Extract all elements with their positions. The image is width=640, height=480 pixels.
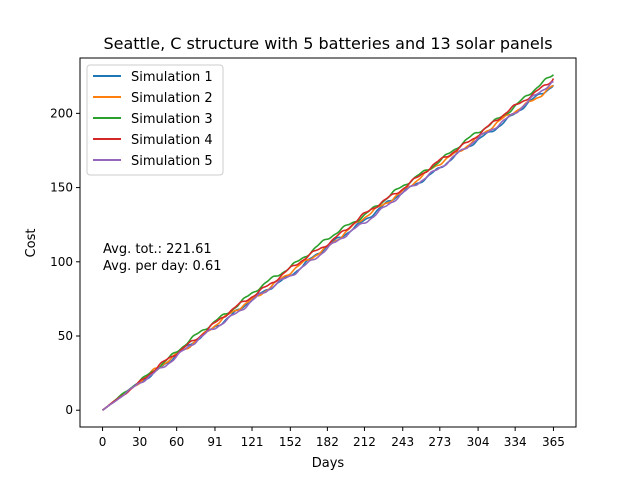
x-tick-label: 121 bbox=[241, 435, 264, 449]
annotation-avg-total: Avg. tot.: 221.61 bbox=[103, 242, 212, 257]
legend-label-4: Simulation 4 bbox=[131, 133, 213, 148]
annotation-avg-per-day: Avg. per day: 0.61 bbox=[103, 259, 222, 274]
legend-box bbox=[86, 64, 224, 176]
x-tick-label: 243 bbox=[391, 435, 414, 449]
x-tick-label: 212 bbox=[353, 435, 376, 449]
x-tick-label: 30 bbox=[132, 435, 147, 449]
legend-label-5: Simulation 5 bbox=[131, 154, 213, 169]
series-line-3 bbox=[102, 74, 554, 411]
x-tick-label: 304 bbox=[467, 435, 490, 449]
legend-label-3: Simulation 3 bbox=[131, 112, 213, 127]
legend: Simulation 1 Simulation 2 Simulation 3 Simu… bbox=[86, 64, 224, 176]
x-tick-label: 365 bbox=[542, 435, 565, 449]
y-tick-label: 200 bbox=[50, 106, 73, 120]
x-axis-label: Days bbox=[312, 456, 345, 471]
x-tick-label: 273 bbox=[428, 435, 451, 449]
y-tick-label: 150 bbox=[50, 181, 73, 195]
legend-label-1: Simulation 1 bbox=[131, 70, 213, 85]
y-tick-label: 50 bbox=[58, 329, 73, 343]
x-tick-label: 182 bbox=[316, 435, 339, 449]
x-tick-label: 60 bbox=[169, 435, 184, 449]
chart-title: Seattle, C structure with 5 batteries an… bbox=[103, 34, 552, 53]
y-axis: 0 50 100 150 200 bbox=[50, 106, 80, 417]
y-tick-label: 0 bbox=[65, 403, 73, 417]
plot-area-frame bbox=[79, 57, 577, 428]
x-tick-label: 152 bbox=[279, 435, 302, 449]
x-tick-label: 334 bbox=[504, 435, 527, 449]
x-axis: 0 30 60 91 121 152 182 212 243 273 304 334 365 bbox=[99, 427, 565, 449]
series-lines bbox=[102, 74, 555, 411]
x-tick-label: 0 bbox=[99, 435, 107, 449]
x-tick-label: 91 bbox=[207, 435, 222, 449]
series-line-5 bbox=[102, 80, 554, 411]
legend-label-2: Simulation 2 bbox=[131, 91, 213, 106]
y-tick-label: 100 bbox=[50, 255, 73, 269]
y-axis-label: Cost bbox=[24, 229, 39, 258]
